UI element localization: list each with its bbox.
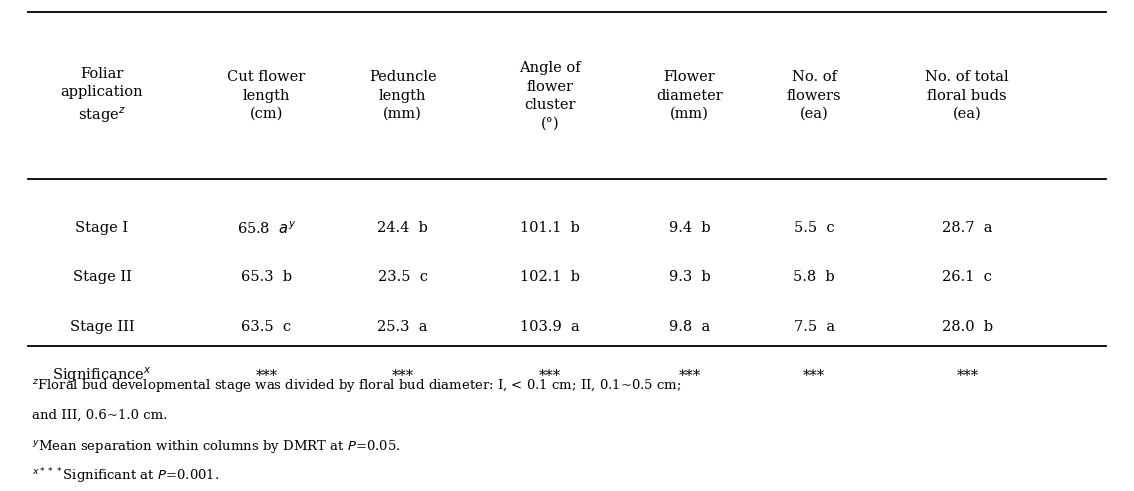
Text: ***: *** xyxy=(539,369,561,382)
Text: Stage II: Stage II xyxy=(73,271,132,284)
Text: 28.7  a: 28.7 a xyxy=(942,221,992,235)
Text: 9.3  b: 9.3 b xyxy=(669,271,710,284)
Text: Flower
diameter
(mm): Flower diameter (mm) xyxy=(657,70,722,121)
Text: Significance$^x$: Significance$^x$ xyxy=(52,366,152,385)
Text: Peduncle
length
(mm): Peduncle length (mm) xyxy=(369,70,437,121)
Text: $^z$Floral bud developmental stage was divided by floral bud diameter: I, < 0.1 : $^z$Floral bud developmental stage was d… xyxy=(32,377,682,394)
Text: and III, 0.6~1.0 cm.: and III, 0.6~1.0 cm. xyxy=(32,409,167,421)
Text: No. of
flowers
(ea): No. of flowers (ea) xyxy=(787,70,841,121)
Text: 26.1  c: 26.1 c xyxy=(942,271,992,284)
Text: 5.8  b: 5.8 b xyxy=(794,271,835,284)
Text: 9.8  a: 9.8 a xyxy=(669,320,710,333)
Text: 24.4  b: 24.4 b xyxy=(378,221,428,235)
Text: 102.1  b: 102.1 b xyxy=(521,271,579,284)
Text: 5.5  c: 5.5 c xyxy=(794,221,835,235)
Text: No. of total
floral buds
(ea): No. of total floral buds (ea) xyxy=(925,70,1009,121)
Text: $^y$Mean separation within columns by DMRT at $\it{P}$=0.05.: $^y$Mean separation within columns by DM… xyxy=(32,438,400,455)
Text: ***: *** xyxy=(803,369,826,382)
Text: 28.0  b: 28.0 b xyxy=(941,320,993,333)
Text: ***: *** xyxy=(255,369,278,382)
Text: 101.1  b: 101.1 b xyxy=(521,221,579,235)
Text: Cut flower
length
(cm): Cut flower length (cm) xyxy=(227,70,306,121)
Text: 25.3  a: 25.3 a xyxy=(378,320,428,333)
Text: 65.8  $a^y$: 65.8 $a^y$ xyxy=(237,220,296,237)
Text: ***: *** xyxy=(391,369,414,382)
Text: 63.5  c: 63.5 c xyxy=(242,320,291,333)
Text: 23.5  c: 23.5 c xyxy=(378,271,428,284)
Text: Foliar
application
stage$^z$: Foliar application stage$^z$ xyxy=(61,67,143,125)
Text: ***: *** xyxy=(956,369,979,382)
Text: $^{x***}$Significant at $\it{P}$=0.001.: $^{x***}$Significant at $\it{P}$=0.001. xyxy=(32,466,219,486)
Text: 9.4  b: 9.4 b xyxy=(669,221,710,235)
Text: Stage III: Stage III xyxy=(70,320,134,333)
Text: 65.3  b: 65.3 b xyxy=(240,271,293,284)
Text: Stage I: Stage I xyxy=(76,221,128,235)
Text: 103.9  a: 103.9 a xyxy=(521,320,579,333)
Text: Angle of
flower
cluster
(°): Angle of flower cluster (°) xyxy=(519,61,581,130)
Text: ***: *** xyxy=(678,369,701,382)
Text: 7.5  a: 7.5 a xyxy=(794,320,835,333)
